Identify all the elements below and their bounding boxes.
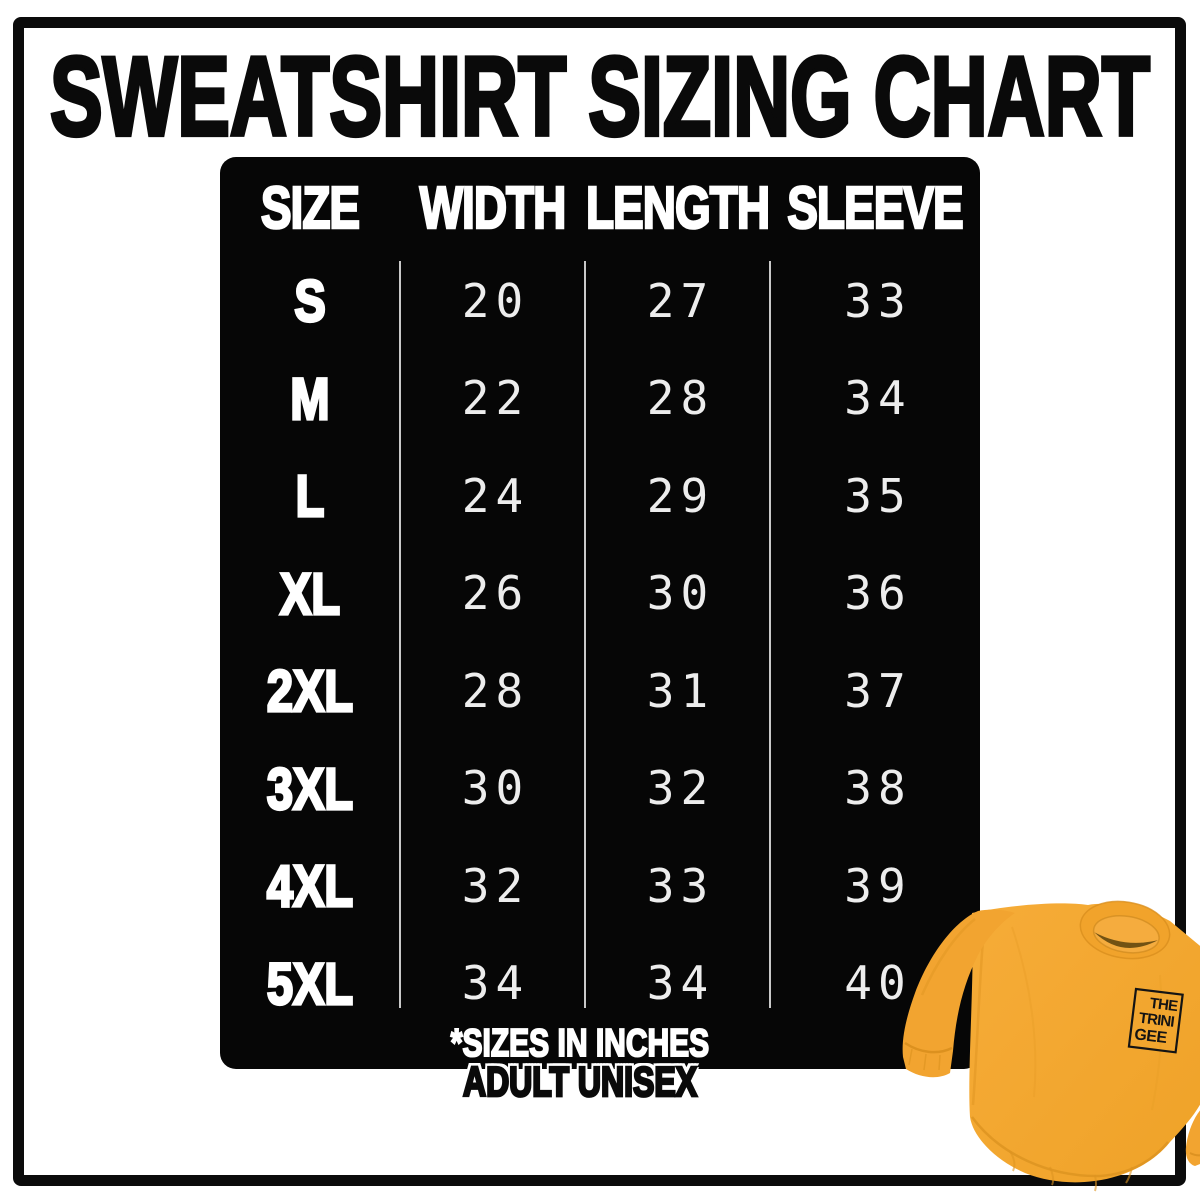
- size-label: XL: [279, 560, 342, 627]
- logo-line-3: GEE: [1133, 1026, 1168, 1047]
- sleeve-value: 37: [844, 663, 912, 718]
- column-divider: [399, 261, 401, 1008]
- units-note: *SIZES IN INCHES: [450, 1022, 710, 1066]
- sleeve-value: 33: [844, 273, 912, 328]
- width-value: 28: [461, 663, 530, 718]
- column-header-width: WIDTH: [419, 173, 568, 241]
- length-value: 30: [646, 566, 715, 621]
- column-header-sleeve: SLEEVE: [786, 173, 965, 241]
- width-value: 26: [461, 566, 530, 621]
- length-value: 33: [646, 858, 715, 913]
- length-value: 34: [646, 956, 715, 1011]
- size-label: M: [289, 365, 331, 432]
- sleeve-value: 40: [844, 956, 912, 1011]
- table-row: XL 26 30 36: [220, 545, 980, 643]
- column-header-size: SIZE: [260, 173, 361, 241]
- sleeve-value: 39: [844, 858, 912, 913]
- table-row: L 24 29 35: [220, 447, 980, 545]
- fit-note: ADULT UNISEX: [462, 1058, 698, 1106]
- table-row: 5XL 34 34 40: [220, 935, 980, 1033]
- sweatshirt-left-sleeve: [902, 909, 1015, 1078]
- table-row: 4XL 32 33 39: [220, 837, 980, 935]
- width-value: 34: [461, 956, 530, 1011]
- sweatshirt-collar: [1079, 900, 1171, 960]
- column-header-length: LENGTH: [585, 173, 771, 241]
- width-value: 30: [461, 761, 530, 816]
- size-label: 2XL: [266, 657, 355, 724]
- sweatshirt-right-cuff: [1185, 1110, 1200, 1166]
- size-label: 4XL: [266, 852, 355, 919]
- length-value: 28: [646, 371, 715, 426]
- sleeve-value: 38: [844, 761, 912, 816]
- sizing-table-panel: SIZE WIDTH LENGTH SLEEVE S 20 27 33 M 22…: [220, 157, 980, 1069]
- size-label: S: [293, 267, 327, 334]
- table-body: S 20 27 33 M 22 28 34 L 24 29 35 XL 26 3…: [220, 252, 980, 1032]
- width-value: 22: [461, 371, 530, 426]
- table-header-row: SIZE WIDTH LENGTH SLEEVE: [220, 157, 980, 257]
- table-row: 3XL 30 32 38: [220, 740, 980, 838]
- logo-line-1: THE: [1149, 995, 1179, 1015]
- column-divider: [584, 261, 586, 1008]
- table-row: 2XL 28 31 37: [220, 642, 980, 740]
- width-value: 24: [461, 468, 530, 523]
- length-value: 32: [646, 761, 715, 816]
- width-value: 20: [461, 273, 530, 328]
- size-label: 3XL: [266, 755, 355, 822]
- size-label: L: [294, 462, 325, 529]
- logo-line-2: TRINI: [1138, 1010, 1176, 1031]
- page-title: SWEATSHIRT SIZING CHART: [48, 32, 1151, 160]
- column-divider: [769, 261, 771, 1008]
- length-value: 27: [646, 273, 715, 328]
- length-value: 29: [646, 468, 715, 523]
- sleeve-value: 35: [844, 468, 912, 523]
- table-row: M 22 28 34: [220, 350, 980, 448]
- sleeve-value: 34: [844, 371, 912, 426]
- table-row: S 20 27 33: [220, 252, 980, 350]
- sleeve-value: 36: [844, 566, 912, 621]
- sweatshirt-image: THE TRINI GEE: [902, 900, 1200, 1192]
- size-label: 5XL: [266, 950, 355, 1017]
- length-value: 31: [646, 663, 715, 718]
- width-value: 32: [461, 858, 530, 913]
